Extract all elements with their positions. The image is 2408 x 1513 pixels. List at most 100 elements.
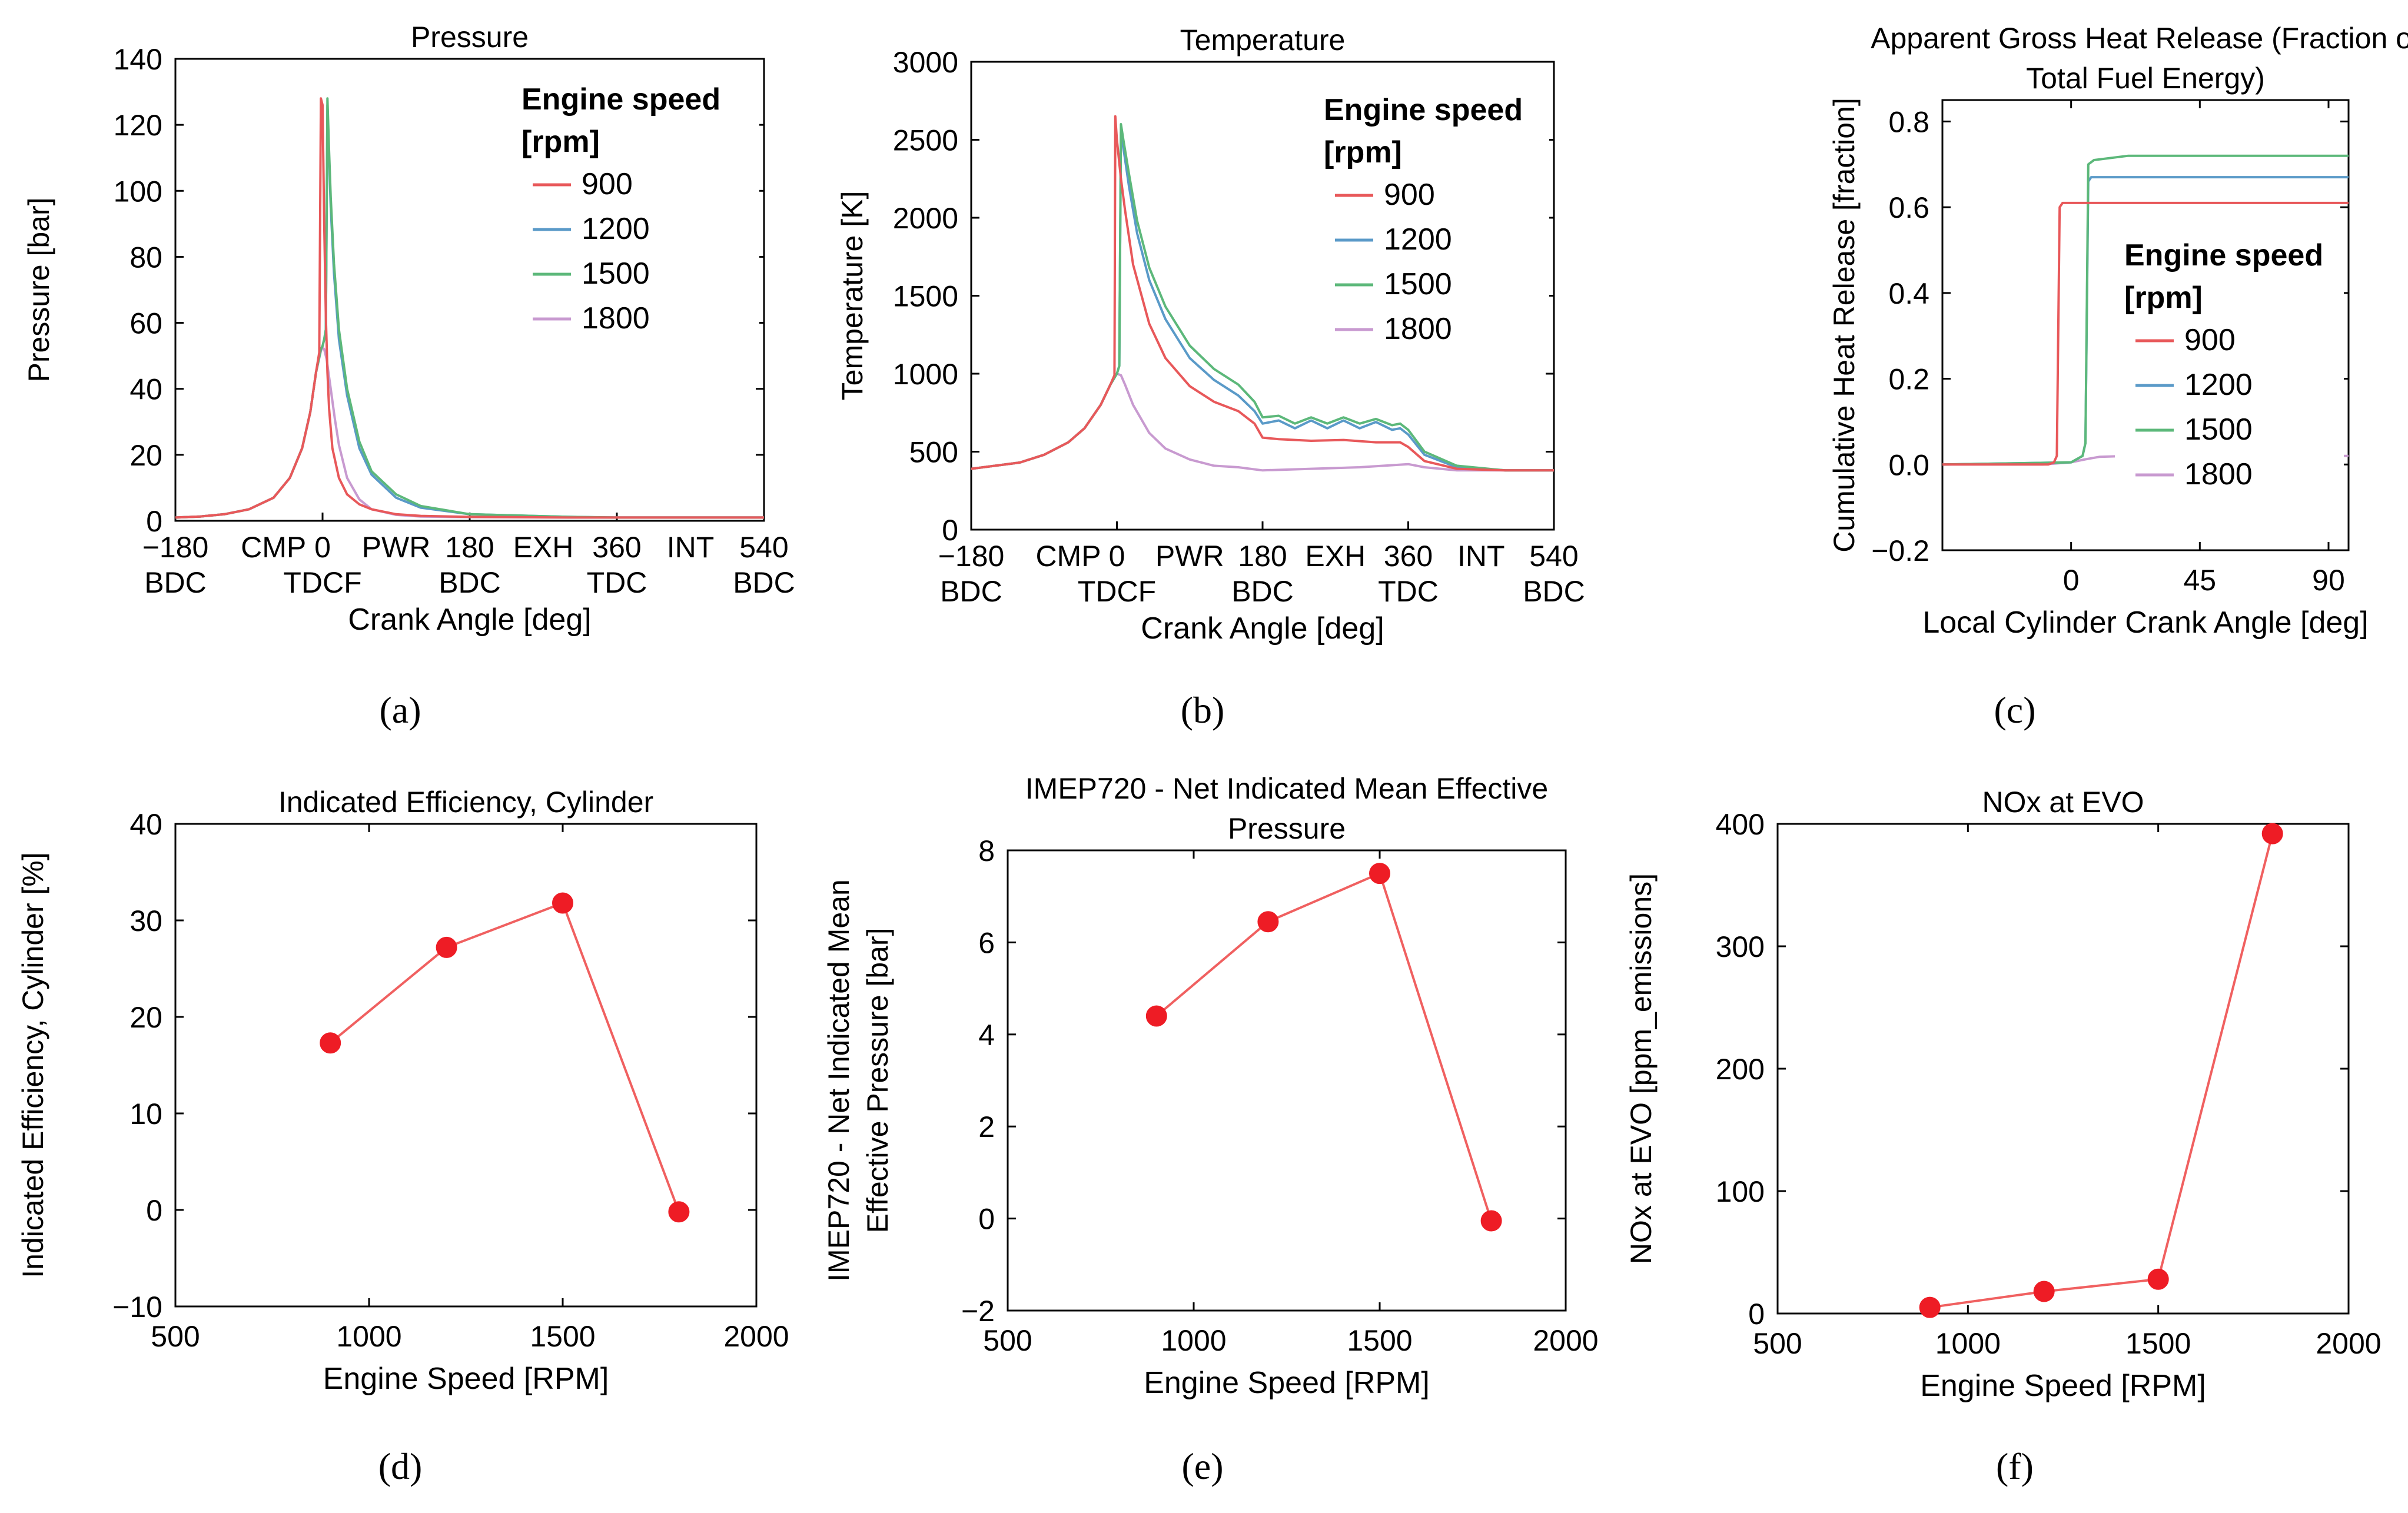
data-point-f	[1919, 1296, 1941, 1318]
y-tick-label-b: 1000	[893, 358, 958, 391]
legend-label-a: 1200	[582, 212, 650, 246]
y-axis-label-f: NOx at EVO [ppm_emissions]	[1625, 873, 1658, 1264]
legend-title-b: Engine speed	[1324, 93, 1523, 127]
y-tick-label-a: 80	[129, 241, 162, 274]
x-tick-sublabel-a: BDC	[439, 566, 501, 599]
y-tick-label-d: 40	[129, 808, 162, 841]
y-tick-label-d: 30	[129, 905, 162, 937]
subfigure-label-a: (a)	[379, 689, 421, 731]
chart-c: Apparent Gross Heat Release (Fraction of…	[1828, 22, 2408, 731]
legend-title-a: [rpm]	[522, 125, 600, 159]
subfigure-label-e: (e)	[1181, 1445, 1223, 1487]
data-point-f	[2147, 1268, 2169, 1290]
legend-label-c: 900	[2184, 323, 2236, 357]
legend-box-b	[1314, 87, 1549, 364]
x-tick-label-b: CMP	[1035, 540, 1101, 573]
x-tick-label-b: INT	[1457, 540, 1505, 573]
chart-title-e: IMEP720 - Net Indicated Mean Effective	[1025, 772, 1548, 805]
y-tick-label-a: 140	[114, 43, 162, 76]
x-tick-label-b: EXH	[1305, 540, 1366, 573]
chart-title-b: Temperature	[1180, 24, 1346, 56]
chart-title-f: NOx at EVO	[1982, 786, 2144, 819]
legend-label-c: 1800	[2184, 457, 2253, 491]
plot-frame-d	[174, 823, 758, 1308]
data-point-d	[320, 1032, 341, 1054]
subfigure-label-c: (c)	[1994, 689, 2035, 731]
x-tick-sublabel-b: TDC	[1378, 575, 1439, 608]
x-tick-label-f: 1500	[2125, 1327, 2191, 1360]
x-tick-label-d: 1000	[336, 1320, 401, 1353]
chart-b: Temperature050010001500200025003000−180B…	[836, 24, 1585, 731]
series-line-d	[329, 901, 680, 1213]
chart-e: IMEP720 - Net Indicated Mean Effective Pr…	[822, 772, 1599, 1487]
subfigure-label-d: (d)	[378, 1445, 423, 1487]
y-tick-label-c: 0.0	[1888, 448, 1929, 481]
legend-label-a: 1500	[582, 257, 650, 291]
legend-title-b: [rpm]	[1324, 135, 1402, 169]
subfigure-label-f: (f)	[1996, 1445, 2034, 1487]
y-tick-label-c: 0.6	[1888, 191, 1929, 224]
x-tick-label-a: 540	[739, 531, 788, 564]
y-tick-label-a: 0	[146, 505, 162, 538]
y-tick-label-f: 300	[1716, 930, 1765, 963]
y-tick-label-a: 20	[129, 439, 162, 472]
plot-frame-f	[1776, 823, 2350, 1315]
data-point-f	[2261, 823, 2283, 844]
y-tick-label-b: 3000	[893, 46, 958, 79]
x-tick-label-c: 45	[2184, 564, 2217, 597]
chart-title-e: Pressure	[1228, 812, 1346, 845]
y-axis-label-e: Effective Pressure [bar]	[861, 928, 894, 1233]
x-tick-label-d: 1500	[530, 1320, 595, 1353]
data-point-d	[436, 936, 457, 958]
y-tick-label-c: −0.2	[1871, 534, 1929, 567]
y-tick-label-e: 4	[978, 1019, 995, 1052]
y-tick-label-b: 1500	[893, 280, 958, 313]
y-tick-label-d: 0	[146, 1194, 162, 1227]
x-tick-label-c: 90	[2312, 564, 2345, 597]
chart-title-c: Apparent Gross Heat Release (Fraction of	[1871, 22, 2408, 55]
x-tick-label-b: 180	[1238, 540, 1287, 573]
y-tick-label-e: 0	[978, 1203, 995, 1236]
x-tick-label-a: PWR	[362, 531, 431, 564]
data-point-f	[2033, 1281, 2055, 1302]
y-tick-label-a: 120	[114, 109, 162, 142]
legend-label-b: 900	[1384, 178, 1435, 212]
x-tick-label-c: 0	[2063, 564, 2080, 597]
series-line-f	[1929, 833, 2274, 1309]
x-tick-label-e: 500	[983, 1324, 1032, 1357]
x-tick-sublabel-a: BDC	[144, 566, 207, 599]
y-tick-label-b: 0	[942, 514, 958, 547]
y-tick-label-d: 20	[129, 1001, 162, 1034]
x-tick-sublabel-b: TDCF	[1078, 575, 1156, 608]
x-tick-label-b: PWR	[1155, 540, 1224, 573]
x-tick-label-e: 2000	[1533, 1324, 1598, 1357]
x-tick-label-f: 2000	[2316, 1327, 2381, 1360]
x-tick-sublabel-a: TDCF	[283, 566, 361, 599]
x-axis-label-a: Crank Angle [deg]	[348, 603, 591, 637]
x-tick-label-a: 180	[445, 531, 494, 564]
y-tick-label-d: −10	[112, 1291, 162, 1324]
legend-label-a: 900	[582, 167, 633, 201]
y-axis-label-c: Cumulative Heat Release [fraction]	[1828, 98, 1861, 553]
x-axis-label-b: Crank Angle [deg]	[1141, 611, 1384, 646]
data-point-e	[1480, 1210, 1502, 1232]
data-point-e	[1257, 911, 1279, 933]
x-tick-label-a: 360	[592, 531, 641, 564]
y-tick-label-c: 0.4	[1888, 277, 1929, 310]
x-tick-sublabel-b: BDC	[1231, 575, 1294, 608]
x-tick-label-f: 500	[1753, 1327, 1802, 1360]
legend-label-c: 1200	[2184, 368, 2253, 402]
y-tick-label-a: 60	[129, 307, 162, 340]
y-tick-label-a: 40	[129, 373, 162, 406]
y-tick-label-e: −2	[961, 1295, 995, 1328]
y-tick-label-f: 0	[1748, 1298, 1765, 1331]
chart-title-a: Pressure	[411, 21, 529, 54]
data-point-e	[1145, 1005, 1167, 1027]
data-point-d	[668, 1201, 690, 1223]
y-tick-label-f: 200	[1716, 1053, 1765, 1086]
y-axis-label-a: Pressure [bar]	[22, 197, 55, 382]
legend-title-c: [rpm]	[2124, 281, 2203, 315]
x-axis-label-d: Engine Speed [RPM]	[323, 1362, 609, 1396]
x-tick-label-d: 2000	[723, 1320, 789, 1353]
